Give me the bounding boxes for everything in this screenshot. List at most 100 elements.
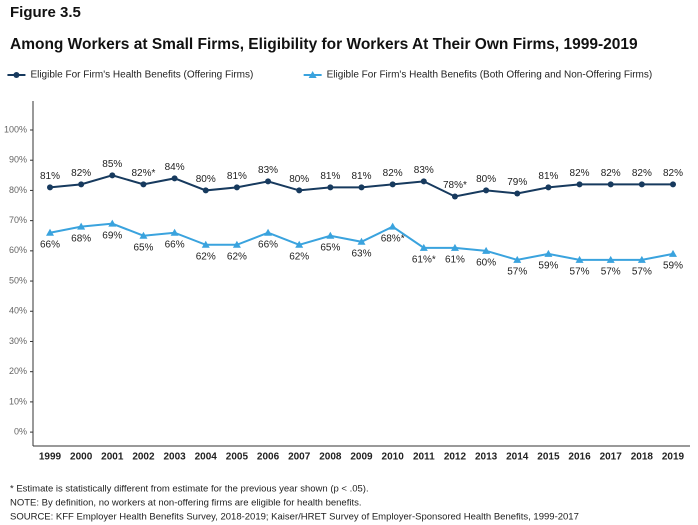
marker	[140, 181, 147, 188]
x-tick-label: 2014	[506, 452, 529, 463]
footnote: NOTE: By definition, no workers at non-o…	[10, 498, 362, 509]
data-label: 80%	[196, 174, 216, 185]
data-label: 57%	[570, 267, 590, 278]
data-label: 57%	[632, 267, 652, 278]
data-label: 82%	[570, 168, 590, 179]
legend-label: Eligible For Firm's Health Benefits (Off…	[30, 70, 253, 81]
marker	[513, 255, 522, 263]
data-label: 80%	[289, 174, 309, 185]
data-label: 57%	[507, 267, 527, 278]
chart-title: Among Workers at Small Firms, Eligibilit…	[10, 36, 638, 53]
data-label: 63%	[351, 248, 371, 259]
marker	[296, 187, 303, 194]
marker	[483, 187, 490, 194]
marker	[637, 255, 646, 263]
data-label: 62%	[196, 251, 216, 262]
marker	[545, 184, 552, 191]
data-label: 81%	[538, 171, 558, 182]
data-label: 79%	[507, 177, 527, 188]
x-tick-label: 2017	[600, 452, 623, 463]
data-label: 66%	[40, 239, 60, 250]
marker	[450, 243, 459, 251]
x-tick-label: 2015	[537, 452, 560, 463]
marker	[109, 172, 116, 179]
x-tick-label: 2006	[257, 452, 280, 463]
data-label: 78%*	[443, 180, 467, 191]
marker	[389, 181, 396, 188]
y-tick-label: 80%	[9, 185, 27, 195]
x-tick-label: 2003	[163, 452, 186, 463]
footnote: SOURCE: KFF Employer Health Benefits Sur…	[10, 512, 579, 523]
data-label: 82%	[663, 168, 683, 179]
marker	[170, 228, 179, 236]
y-tick-label: 50%	[9, 275, 27, 285]
y-tick-label: 90%	[9, 155, 27, 165]
data-label: 69%	[102, 230, 122, 241]
data-label: 65%	[320, 242, 340, 253]
footnote: * Estimate is statistically different fr…	[10, 484, 369, 495]
y-tick-label: 70%	[9, 215, 27, 225]
data-label: 66%	[165, 239, 185, 250]
x-tick-label: 2009	[350, 452, 373, 463]
marker	[388, 222, 397, 230]
y-tick-label: 100%	[4, 124, 27, 134]
data-label: 59%	[538, 261, 558, 272]
x-tick-label: 1999	[39, 452, 62, 463]
data-label: 68%*	[381, 233, 405, 244]
data-label: 81%	[320, 171, 340, 182]
data-label: 83%	[414, 165, 434, 176]
y-tick-label: 30%	[9, 336, 27, 346]
x-tick-label: 2005	[226, 452, 249, 463]
marker	[607, 181, 614, 188]
marker	[47, 184, 53, 191]
marker	[202, 187, 209, 194]
legend-marker	[13, 72, 20, 78]
marker	[139, 231, 148, 239]
marker	[419, 243, 428, 251]
x-tick-label: 2002	[132, 452, 155, 463]
x-tick-label: 2007	[288, 452, 311, 463]
x-tick-label: 2010	[382, 452, 405, 463]
x-tick-label: 2004	[195, 452, 218, 463]
data-label: 81%	[351, 171, 371, 182]
data-label: 61%*	[412, 254, 436, 265]
data-label: 60%	[476, 257, 496, 268]
x-tick-label: 2013	[475, 452, 498, 463]
marker	[638, 181, 645, 188]
y-tick-label: 20%	[9, 366, 27, 376]
data-label: 68%	[71, 233, 91, 244]
x-tick-label: 2012	[444, 452, 467, 463]
data-label: 81%	[40, 171, 60, 182]
marker	[669, 249, 677, 257]
marker	[420, 178, 427, 185]
y-tick-label: 10%	[9, 396, 27, 406]
data-label: 59%	[663, 261, 683, 272]
marker	[670, 181, 676, 188]
marker	[575, 255, 584, 263]
data-label: 82%	[71, 168, 91, 179]
y-tick-label: 60%	[9, 245, 27, 255]
marker	[358, 184, 365, 191]
marker	[232, 240, 241, 248]
data-label: 62%	[227, 251, 247, 262]
data-label: 82%*	[131, 168, 155, 179]
legend-label: Eligible For Firm's Health Benefits (Bot…	[327, 70, 653, 81]
marker	[606, 255, 615, 263]
marker	[46, 228, 54, 236]
data-label: 66%	[258, 239, 278, 250]
x-tick-label: 2016	[568, 452, 591, 463]
marker	[544, 249, 553, 257]
data-label: 82%	[601, 168, 621, 179]
data-label: 83%	[258, 165, 278, 176]
marker	[265, 178, 272, 185]
marker	[357, 237, 366, 245]
marker	[108, 219, 117, 227]
marker	[77, 222, 86, 230]
data-label: 65%	[133, 242, 153, 253]
marker	[514, 190, 521, 197]
marker	[78, 181, 85, 188]
x-tick-label: 2008	[319, 452, 342, 463]
x-tick-label: 2001	[101, 452, 124, 463]
marker	[482, 246, 491, 254]
